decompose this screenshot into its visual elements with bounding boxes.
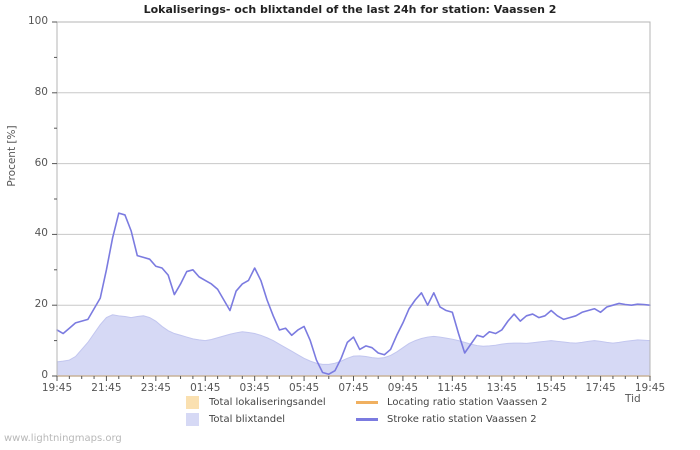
axis-ticks (52, 21, 651, 381)
x-tick-label: 07:45 (338, 382, 369, 394)
legend-label: Locating ratio station Vaassen 2 (387, 397, 548, 408)
area-series-group (56, 314, 651, 376)
y-tick-label: 100 (27, 15, 48, 27)
x-tick-label: 09:45 (387, 382, 419, 394)
x-tick-label: 21:45 (91, 382, 122, 394)
y-tick-label: 0 (41, 369, 48, 381)
legend-item-stroke-ratio[interactable]: Stroke ratio station Vaassen 2 (356, 414, 656, 425)
legend-label: Total lokaliseringsandel (209, 397, 326, 408)
legend-item-total-blixtandel[interactable]: Total blixtandel (186, 413, 356, 426)
x-tick-label: 15:45 (536, 382, 567, 394)
x-tick-label: 11:45 (437, 382, 468, 394)
y-tick-label: 80 (34, 85, 48, 98)
x-tick-label: 23:45 (140, 382, 171, 394)
x-tick-label: 03:45 (239, 382, 270, 394)
y-tick-label: 60 (34, 156, 48, 169)
legend-item-total-lokaliseringsandel[interactable]: Total lokaliseringsandel (186, 396, 356, 409)
legend-swatch-line-blue (356, 418, 378, 421)
legend-swatch-area-blue (186, 413, 199, 426)
x-tick-label: 05:45 (288, 382, 320, 394)
x-tick-label: 19:45 (41, 382, 73, 394)
legend-swatch-area-orange (186, 396, 199, 409)
chart-title: Lokaliserings- och blixtandel of the las… (143, 3, 557, 16)
legend-row: Total blixtandel Stroke ratio station Va… (186, 411, 666, 428)
legend-label: Total blixtandel (209, 414, 286, 425)
x-tick-label: 19:45 (634, 382, 666, 394)
legend-swatch-line-orange (356, 401, 378, 404)
x-tick-label: 01:45 (190, 382, 221, 394)
grid-lines (57, 21, 650, 306)
legend-row: Total lokaliseringsandel Locating ratio … (186, 394, 666, 411)
y-tick-label: 20 (34, 298, 48, 311)
watermark: www.lightningmaps.org (4, 433, 122, 444)
y-tick-label: 40 (34, 227, 48, 240)
legend-label: Stroke ratio station Vaassen 2 (387, 414, 537, 425)
x-axis-label: Tid (625, 393, 641, 405)
x-tick-label: 17:45 (585, 382, 616, 394)
legend-item-locating-ratio[interactable]: Locating ratio station Vaassen 2 (356, 397, 656, 408)
chart-legend: Total lokaliseringsandel Locating ratio … (186, 394, 666, 428)
x-tick-label: 13:45 (486, 382, 517, 394)
